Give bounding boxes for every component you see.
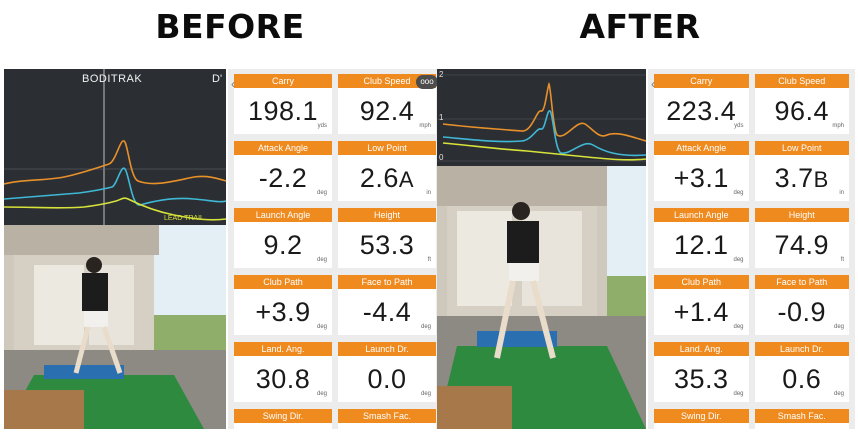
metric-swing-direction: Swing Dir. bbox=[654, 409, 749, 429]
chevron-left-icon[interactable]: ‹ bbox=[231, 77, 235, 91]
before-swing-scene bbox=[4, 225, 226, 429]
metric-attack-angle: Attack Angle +3.1 deg bbox=[654, 141, 749, 201]
after-panel: 2 1 0 bbox=[437, 69, 855, 429]
metric-attack-angle: Attack Angle -2.2 deg bbox=[234, 141, 332, 201]
metric-launch-direction: Launch Dr. 0.0 deg bbox=[338, 342, 436, 402]
axis-label-1: 1 bbox=[439, 113, 444, 122]
metric-low-point: Low Point 3.7B in bbox=[754, 141, 849, 201]
metric-club-path: Club Path +1.4 deg bbox=[654, 275, 749, 335]
after-video[interactable]: 2 1 0 bbox=[437, 69, 646, 429]
before-pressure-graph: BODITRAK D' LEAD TRAIL bbox=[4, 69, 226, 225]
metric-launch-angle: Launch Angle 9.2 deg bbox=[234, 208, 332, 268]
before-metrics: Carry 198.1 yds Club Speed 92.4 mph Attack A… bbox=[228, 69, 442, 429]
chevron-left-icon[interactable]: ‹ bbox=[651, 77, 655, 91]
metric-low-point: Low Point 2.6A in bbox=[338, 141, 436, 201]
before-video[interactable]: BODITRAK D' LEAD TRAIL bbox=[4, 69, 226, 429]
boditrak-title: BODITRAK bbox=[82, 73, 143, 85]
before-heading: BEFORE bbox=[155, 7, 305, 46]
metric-height: Height 74.9 ft bbox=[754, 208, 849, 268]
graph-legend: LEAD TRAIL bbox=[164, 215, 204, 222]
more-options-button[interactable]: ooo bbox=[416, 75, 438, 89]
metric-launch-angle: Launch Angle 12.1 deg bbox=[654, 208, 749, 268]
metric-height: Height 53.3 ft bbox=[338, 208, 436, 268]
metric-land-angle: Land. Ang. 35.3 deg bbox=[654, 342, 749, 402]
metric-smash-factor: Smash Fac. bbox=[754, 409, 849, 429]
metric-launch-direction: Launch Dr. 0.6 deg bbox=[754, 342, 849, 402]
metric-swing-direction: Swing Dir. bbox=[234, 409, 332, 429]
metric-club-speed: Club Speed 92.4 mph bbox=[338, 74, 436, 134]
metric-carry: Carry 198.1 yds bbox=[234, 74, 332, 134]
graph-tag: D' bbox=[212, 73, 223, 85]
low-point-letter: B bbox=[813, 167, 829, 192]
low-point-letter: A bbox=[398, 167, 415, 192]
metric-carry: Carry 223.4 yds bbox=[654, 74, 749, 134]
axis-label-0: 0 bbox=[439, 153, 444, 162]
metric-smash-factor: Smash Fac. bbox=[338, 409, 436, 429]
metric-face-to-path: Face to Path -4.4 deg bbox=[338, 275, 436, 335]
axis-label-2: 2 bbox=[439, 70, 444, 79]
metric-club-path: Club Path +3.9 deg bbox=[234, 275, 332, 335]
metric-face-to-path: Face to Path -0.9 deg bbox=[754, 275, 849, 335]
after-metrics: Carry 223.4 yds Club Speed 96.4 mph Attack A… bbox=[648, 69, 855, 429]
after-swing-scene bbox=[437, 166, 646, 429]
before-panel: BODITRAK D' LEAD TRAIL bbox=[4, 69, 442, 429]
metric-club-speed: Club Speed 96.4 mph bbox=[754, 74, 849, 134]
after-heading: AFTER bbox=[579, 7, 701, 46]
metric-land-angle: Land. Ang. 30.8 deg bbox=[234, 342, 332, 402]
after-pressure-graph: 2 1 0 bbox=[437, 69, 646, 166]
